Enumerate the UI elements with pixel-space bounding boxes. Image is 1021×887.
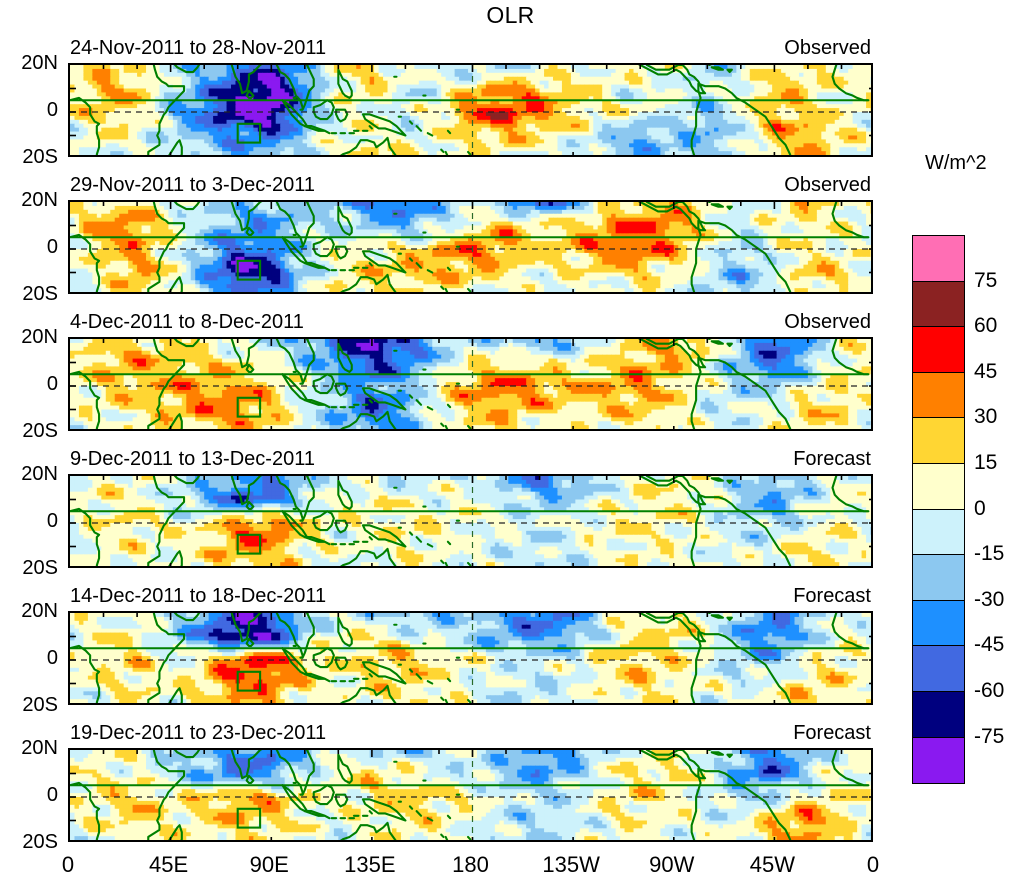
colorbar-unit-label: W/m^2 [925, 152, 987, 175]
panel-kind-label: Observed [784, 174, 871, 197]
colorbar [912, 235, 965, 785]
colorbar-tick-label: 15 [974, 451, 997, 475]
x-axis-tick-label: 45W [750, 852, 795, 878]
colorbar-tick-label: -15 [974, 542, 1004, 566]
y-axis-tick-label: 0 [0, 648, 58, 668]
x-axis-tick-label: 180 [452, 852, 489, 878]
colorbar-band [913, 691, 964, 738]
olr-map-plot [68, 200, 873, 294]
panel-kind-label: Forecast [793, 722, 871, 745]
olr-map-plot [68, 611, 873, 705]
y-axis-tick-label: 20S [0, 284, 58, 304]
x-axis-tick-label: 0 [62, 852, 74, 878]
map-panel: 4-Dec-2011 to 8-Dec-2011 Observed [68, 311, 873, 431]
panel-kind-label: Forecast [793, 585, 871, 608]
y-axis-tick-label: 0 [0, 100, 58, 120]
panel-date-range-label: 19-Dec-2011 to 23-Dec-2011 [70, 722, 326, 745]
colorbar-tick-label: -45 [974, 633, 1004, 657]
colorbar-tick-label: 0 [974, 497, 986, 521]
map-panel: 14-Dec-2011 to 18-Dec-2011 Forecast [68, 585, 873, 705]
panel-date-range-label: 4-Dec-2011 to 8-Dec-2011 [70, 311, 304, 334]
panel-date-range-label: 9-Dec-2011 to 13-Dec-2011 [70, 448, 315, 471]
colorbar-tick-label: 45 [974, 360, 997, 384]
colorbar-band [913, 418, 964, 464]
y-axis-tick-label: 20S [0, 558, 58, 578]
y-axis-tick-label: 20S [0, 421, 58, 441]
y-axis-tick-label: 0 [0, 374, 58, 394]
colorbar-tick-label: -60 [974, 679, 1004, 703]
x-axis-tick-label: 90E [250, 852, 289, 878]
colorbar-band [913, 372, 964, 419]
y-axis-tick-label: 20N [0, 53, 58, 73]
colorbar-tick-label: -30 [974, 588, 1004, 612]
olr-map-plot [68, 474, 873, 568]
colorbar-band [913, 463, 964, 510]
x-axis-tick-label: 0 [867, 852, 879, 878]
y-axis-tick-label: 0 [0, 785, 58, 805]
x-axis-tick-label: 90W [649, 852, 694, 878]
x-axis-tick-label: 135W [542, 852, 599, 878]
x-axis-tick-label: 45E [149, 852, 188, 878]
map-panel: 29-Nov-2011 to 3-Dec-2011 Observed [68, 174, 873, 294]
colorbar-band [913, 327, 964, 373]
y-axis-tick-label: 20S [0, 695, 58, 715]
panel-kind-label: Forecast [793, 448, 871, 471]
colorbar-band [913, 646, 964, 692]
colorbar-tick-label: 60 [974, 314, 997, 338]
colorbar-band [913, 281, 964, 328]
y-axis-tick-label: 0 [0, 511, 58, 531]
y-axis-tick-label: 20S [0, 832, 58, 852]
colorbar-band [913, 555, 964, 601]
olr-map-plot [68, 63, 873, 157]
panel-kind-label: Observed [784, 311, 871, 334]
colorbar-tick-label: 75 [974, 269, 997, 293]
y-axis-tick-label: 20N [0, 464, 58, 484]
panel-date-range-label: 29-Nov-2011 to 3-Dec-2011 [70, 174, 315, 197]
y-axis-tick-label: 20N [0, 190, 58, 210]
colorbar-band [913, 600, 964, 647]
colorbar-band [913, 509, 964, 556]
map-panel: 19-Dec-2011 to 23-Dec-2011 Forecast [68, 722, 873, 842]
colorbar-tick-label: -75 [974, 725, 1004, 749]
colorbar-tick-label: 30 [974, 405, 997, 429]
map-panel: 24-Nov-2011 to 28-Nov-2011 Observed [68, 37, 873, 157]
colorbar-band [913, 236, 964, 282]
y-axis-tick-label: 20N [0, 601, 58, 621]
y-axis-tick-label: 20N [0, 738, 58, 758]
colorbar-band [913, 737, 964, 784]
y-axis-tick-label: 20N [0, 327, 58, 347]
panel-date-range-label: 24-Nov-2011 to 28-Nov-2011 [70, 37, 326, 60]
x-axis-tick-label: 135E [344, 852, 395, 878]
olr-map-plot [68, 337, 873, 431]
page-title: OLR [0, 2, 1021, 29]
panel-kind-label: Observed [784, 37, 871, 60]
panel-date-range-label: 14-Dec-2011 to 18-Dec-2011 [70, 585, 326, 608]
y-axis-tick-label: 0 [0, 237, 58, 257]
y-axis-tick-label: 20S [0, 147, 58, 167]
map-panel: 9-Dec-2011 to 13-Dec-2011 Forecast [68, 448, 873, 568]
olr-map-plot [68, 748, 873, 842]
